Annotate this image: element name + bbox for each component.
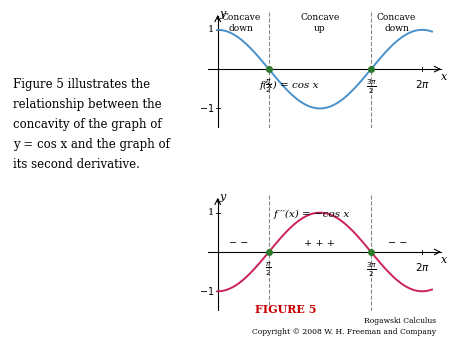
Text: $2\pi$: $2\pi$	[415, 261, 430, 273]
Text: f ′′(x) = −cos x: f ′′(x) = −cos x	[274, 210, 350, 219]
Text: Figure 5 illustrates the
relationship between the
concavity of the graph of
y = : Figure 5 illustrates the relationship be…	[13, 78, 170, 171]
Text: 1: 1	[208, 25, 215, 34]
Text: Rogawski Calculus
Copyright © 2008 W. H. Freeman and Company: Rogawski Calculus Copyright © 2008 W. H.…	[252, 317, 436, 336]
Text: $-1$: $-1$	[199, 285, 215, 297]
Text: $\frac{\pi}{2}$: $\frac{\pi}{2}$	[266, 78, 272, 95]
Text: + + +: + + +	[305, 239, 335, 248]
Text: $\frac{\pi}{2}$: $\frac{\pi}{2}$	[266, 261, 272, 278]
Text: y: y	[220, 9, 226, 19]
Text: 1: 1	[208, 208, 215, 217]
Text: − −: − −	[388, 239, 407, 248]
Text: $\frac{3\pi}{2}$: $\frac{3\pi}{2}$	[365, 78, 377, 96]
Text: Concave
down: Concave down	[377, 13, 416, 33]
Text: $-1$: $-1$	[199, 102, 215, 115]
Text: y: y	[220, 192, 226, 202]
Text: x: x	[441, 255, 447, 265]
Text: x: x	[441, 72, 447, 82]
Text: − −: − −	[230, 239, 249, 248]
Text: $2\pi$: $2\pi$	[415, 78, 430, 90]
Text: f(x) = cos x: f(x) = cos x	[260, 81, 319, 90]
Text: Concave
up: Concave up	[300, 13, 340, 33]
Text: $\frac{3\pi}{2}$: $\frac{3\pi}{2}$	[365, 261, 377, 279]
Text: Concave
down: Concave down	[221, 13, 260, 33]
Text: FIGURE 5: FIGURE 5	[255, 304, 316, 315]
